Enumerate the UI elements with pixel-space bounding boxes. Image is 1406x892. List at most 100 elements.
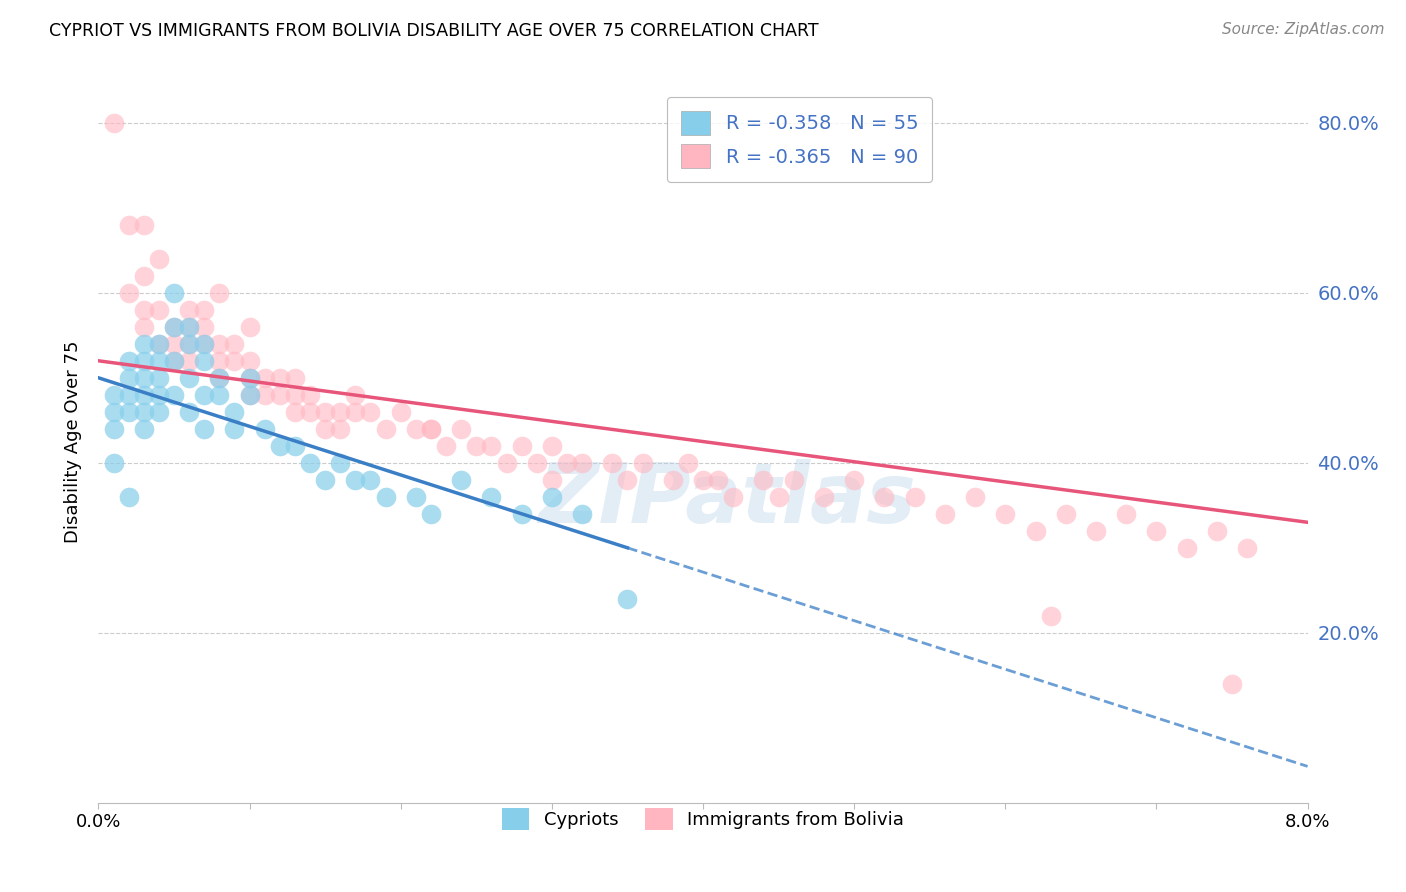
Point: [208, 353, 231, 368]
Point: [179, 336, 201, 351]
Point: [103, 388, 125, 402]
Point: [284, 405, 307, 419]
Point: [132, 302, 155, 317]
Point: [179, 319, 201, 334]
Point: [284, 439, 307, 453]
Point: [555, 456, 578, 470]
Point: [239, 353, 262, 368]
Point: [329, 405, 352, 419]
Point: [510, 439, 533, 453]
Point: [1039, 608, 1062, 623]
Point: [193, 336, 215, 351]
Point: [239, 371, 262, 385]
Point: [360, 473, 382, 487]
Point: [1236, 541, 1258, 555]
Point: [904, 490, 927, 504]
Text: Source: ZipAtlas.com: Source: ZipAtlas.com: [1222, 22, 1385, 37]
Point: [768, 490, 790, 504]
Point: [374, 422, 396, 436]
Point: [118, 371, 141, 385]
Point: [103, 405, 125, 419]
Point: [360, 405, 382, 419]
Point: [132, 353, 155, 368]
Point: [148, 336, 170, 351]
Point: [481, 439, 503, 453]
Point: [269, 388, 291, 402]
Point: [602, 456, 624, 470]
Point: [224, 405, 246, 419]
Point: [132, 268, 155, 283]
Point: [1054, 507, 1077, 521]
Point: [420, 422, 443, 436]
Point: [540, 439, 562, 453]
Point: [239, 319, 262, 334]
Point: [132, 319, 155, 334]
Point: [208, 371, 231, 385]
Point: [571, 507, 593, 521]
Point: [118, 490, 141, 504]
Point: [118, 218, 141, 232]
Point: [179, 336, 201, 351]
Point: [193, 422, 215, 436]
Point: [1146, 524, 1168, 538]
Point: [163, 319, 186, 334]
Point: [813, 490, 835, 504]
Point: [163, 285, 186, 300]
Point: [132, 422, 155, 436]
Point: [118, 285, 141, 300]
Point: [965, 490, 987, 504]
Point: [239, 371, 262, 385]
Point: [239, 388, 262, 402]
Point: [692, 473, 714, 487]
Point: [253, 388, 276, 402]
Point: [1175, 541, 1198, 555]
Point: [269, 371, 291, 385]
Point: [284, 371, 307, 385]
Point: [103, 116, 125, 130]
Point: [193, 336, 215, 351]
Point: [314, 473, 336, 487]
Point: [571, 456, 593, 470]
Point: [420, 422, 443, 436]
Point: [314, 422, 336, 436]
Point: [676, 456, 699, 470]
Point: [193, 302, 215, 317]
Point: [631, 456, 654, 470]
Point: [344, 388, 367, 402]
Point: [103, 456, 125, 470]
Point: [208, 336, 231, 351]
Point: [465, 439, 488, 453]
Y-axis label: Disability Age Over 75: Disability Age Over 75: [63, 340, 82, 543]
Point: [540, 473, 562, 487]
Point: [148, 336, 170, 351]
Point: [994, 507, 1017, 521]
Point: [208, 285, 231, 300]
Point: [208, 388, 231, 402]
Point: [329, 456, 352, 470]
Point: [616, 473, 638, 487]
Point: [179, 319, 201, 334]
Point: [224, 422, 246, 436]
Point: [405, 422, 427, 436]
Point: [193, 388, 215, 402]
Point: [163, 353, 186, 368]
Point: [253, 371, 276, 385]
Text: ZIPatlas: ZIPatlas: [538, 458, 917, 540]
Point: [269, 439, 291, 453]
Point: [179, 302, 201, 317]
Point: [873, 490, 896, 504]
Point: [148, 252, 170, 266]
Point: [723, 490, 745, 504]
Point: [193, 353, 215, 368]
Point: [118, 388, 141, 402]
Point: [132, 405, 155, 419]
Point: [934, 507, 956, 521]
Point: [179, 405, 201, 419]
Point: [526, 456, 548, 470]
Point: [148, 353, 170, 368]
Point: [299, 405, 322, 419]
Point: [344, 405, 367, 419]
Point: [1085, 524, 1108, 538]
Point: [1206, 524, 1229, 538]
Point: [540, 490, 562, 504]
